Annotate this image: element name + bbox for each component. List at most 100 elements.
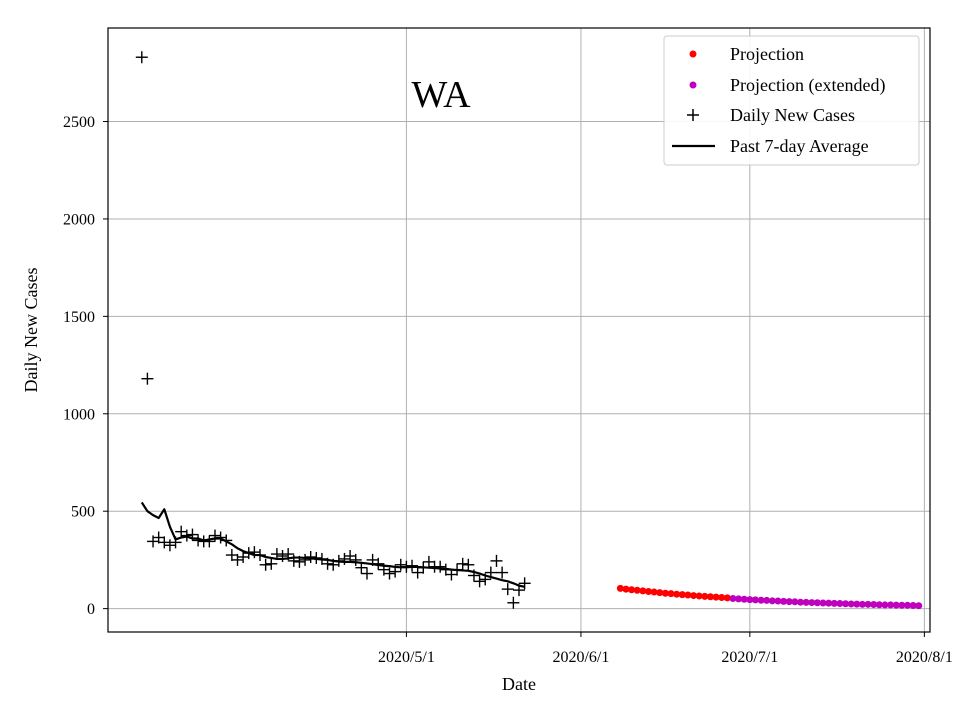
data-point-daily-new-cases: [422, 555, 435, 568]
data-point-daily-new-cases: [518, 577, 531, 590]
data-point-daily-new-cases: [248, 546, 261, 559]
data-point-daily-new-cases: [439, 563, 452, 576]
data-point-projection: [622, 585, 630, 593]
data-point-daily-new-cases: [242, 547, 255, 560]
data-point-projection-extended: [858, 600, 866, 608]
data-point-projection: [723, 594, 731, 602]
data-point-daily-new-cases: [490, 554, 503, 567]
y-tick-label: 500: [71, 504, 95, 521]
data-point-daily-new-cases: [310, 551, 323, 564]
data-point-daily-new-cases: [411, 566, 424, 579]
data-point-projection-extended: [785, 598, 793, 606]
data-point-projection: [661, 589, 669, 597]
legend-projection-extended-label: Projection (extended): [730, 75, 885, 96]
data-point-daily-new-cases: [383, 567, 396, 580]
data-point-daily-new-cases: [445, 568, 458, 581]
x-tick-label: 2020/7/1: [721, 649, 778, 666]
data-point-projection-extended: [780, 597, 788, 605]
y-tick-label: 1500: [63, 309, 95, 326]
data-point-daily-new-cases: [417, 561, 430, 574]
data-point-daily-new-cases: [467, 569, 480, 582]
data-point-projection-extended: [825, 599, 833, 607]
data-point-projection-extended: [729, 594, 737, 602]
y-tick-label: 2000: [63, 211, 95, 228]
data-point-daily-new-cases: [203, 535, 216, 548]
data-point-projection-extended: [847, 600, 855, 608]
data-point-daily-new-cases: [231, 553, 244, 566]
data-point-daily-new-cases: [332, 554, 345, 567]
data-point-daily-new-cases: [394, 558, 407, 571]
data-point-daily-new-cases: [473, 575, 486, 588]
data-point-projection-extended: [903, 601, 911, 609]
data-point-projection: [712, 593, 720, 601]
data-point-projection-extended: [757, 596, 765, 604]
data-point-daily-new-cases: [282, 548, 295, 561]
legend: Projection Projection (extended) Daily N…: [663, 35, 920, 166]
y-tick-label: 1000: [63, 406, 95, 423]
data-point-projection: [633, 586, 641, 594]
data-point-daily-new-cases: [434, 560, 447, 573]
data-point-projection: [650, 588, 658, 596]
chart-title: WA: [411, 74, 471, 116]
data-point-daily-new-cases: [501, 583, 514, 596]
data-point-projection-extended: [875, 601, 883, 609]
data-point-projection-extended: [819, 599, 827, 607]
y-tick-label: 2500: [63, 114, 95, 131]
data-point-daily-new-cases: [400, 560, 413, 573]
data-point-daily-new-cases: [349, 553, 362, 566]
data-point-projection-extended: [763, 596, 771, 604]
data-point-projection: [644, 587, 652, 595]
data-point-daily-new-cases: [186, 528, 199, 541]
data-point-daily-new-cases: [321, 557, 334, 570]
data-point-projection-extended: [842, 600, 850, 608]
data-point-daily-new-cases: [180, 529, 193, 542]
data-point-projection-extended: [735, 595, 743, 603]
data-point-projection-extended: [898, 601, 906, 609]
data-point-projection-extended: [746, 596, 754, 604]
data-point-projection: [695, 592, 703, 600]
data-point-daily-new-cases: [220, 534, 233, 547]
data-point-daily-new-cases: [513, 584, 525, 597]
data-point-daily-new-cases: [192, 534, 205, 547]
data-point-daily-new-cases: [259, 558, 272, 571]
data-point-projection: [656, 589, 664, 597]
data-point-projection-extended: [853, 600, 861, 608]
legend-daily-label: Daily New Cases: [730, 105, 855, 125]
data-point-daily-new-cases: [315, 552, 328, 565]
data-point-daily-new-cases: [152, 531, 165, 544]
data-point-projection-extended: [836, 600, 844, 608]
data-point-daily-new-cases: [135, 51, 148, 64]
ticks: 0 500 1000 1500 2000 2500 2020/5/1 2020/6/1 2020…: [63, 114, 953, 666]
data-point-daily-new-cases: [507, 596, 520, 609]
data-point-projection-extended: [909, 602, 917, 610]
data-point-daily-new-cases: [265, 557, 278, 570]
data-point-daily-new-cases: [389, 565, 402, 578]
data-point-daily-new-cases: [456, 557, 469, 570]
axes-frame: [107, 27, 931, 633]
data-point-projection: [673, 590, 681, 598]
x-tick-label: 2020/6/1: [552, 649, 609, 666]
data-point-daily-new-cases: [293, 555, 306, 568]
legend-projection-marker: [689, 50, 697, 58]
data-point-projection-extended: [830, 599, 838, 607]
plot-area: [135, 51, 923, 610]
data-point-daily-new-cases: [462, 558, 475, 571]
data-point-daily-new-cases: [158, 536, 171, 549]
data-point-projection: [628, 586, 636, 594]
x-tick-label: 2020/8/1: [896, 649, 953, 666]
data-point-projection-extended: [797, 598, 805, 606]
data-point-projection-extended: [892, 601, 900, 609]
data-point-daily-new-cases: [360, 567, 373, 580]
data-point-projection: [639, 587, 647, 595]
data-point-projection: [706, 593, 714, 601]
data-point-projection: [718, 594, 726, 602]
data-point-projection-extended: [768, 597, 776, 605]
data-point-daily-new-cases: [163, 539, 176, 552]
data-point-projection: [684, 591, 692, 599]
legend-average-label: Past 7-day Average: [730, 136, 869, 156]
data-point-projection: [616, 584, 624, 592]
data-point-projection: [701, 592, 709, 600]
data-point-daily-new-cases: [208, 529, 221, 542]
data-point-daily-new-cases: [214, 531, 227, 544]
